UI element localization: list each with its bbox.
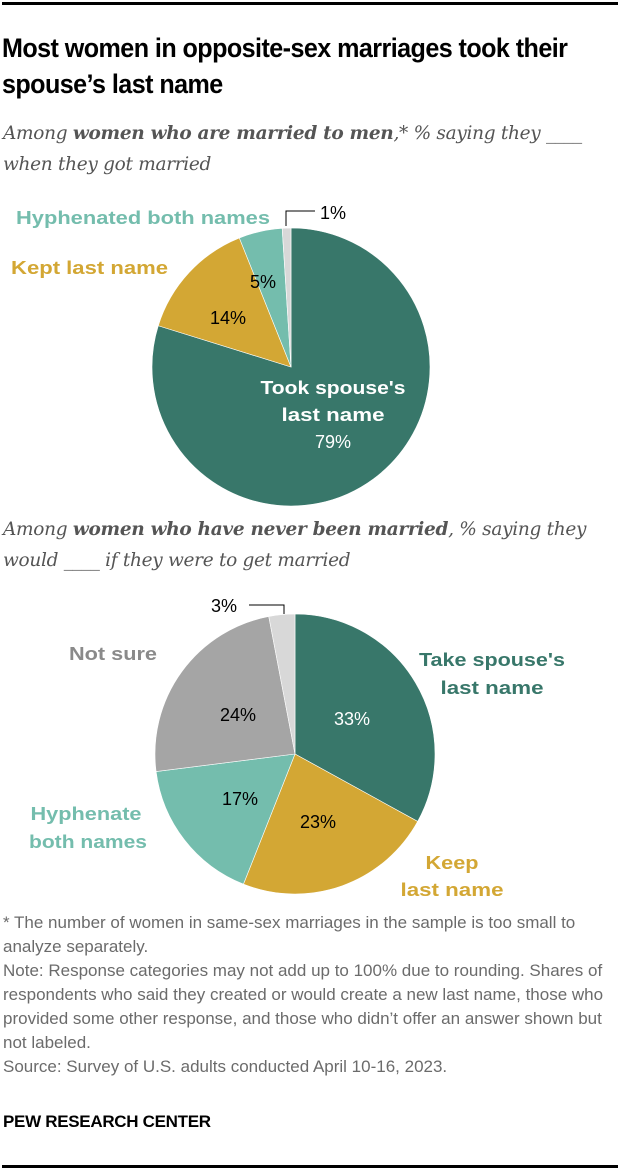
label-other-value: 3% bbox=[211, 596, 237, 616]
value-hyphenated: 5% bbox=[250, 272, 276, 292]
footnote: * The number of women in same-sex marria… bbox=[3, 913, 576, 956]
label-take-line1: Take spouse's bbox=[419, 649, 565, 670]
label-hyphenated: Hyphenated both names bbox=[16, 207, 270, 228]
slice-not-sure bbox=[154, 616, 296, 772]
label-keep-line1: Keep bbox=[426, 852, 479, 873]
slice-keep-last-name bbox=[243, 753, 419, 895]
slice-take-spouse-name bbox=[294, 613, 436, 822]
subtitle-married: Among women who are married to men,* % s… bbox=[3, 123, 582, 175]
label-other-value: 1% bbox=[320, 203, 346, 223]
label-not-sure: Not sure bbox=[69, 643, 157, 664]
value-kept: 14% bbox=[210, 308, 246, 328]
label-hyphenate-line1: Hyphenate bbox=[31, 803, 142, 824]
label-hyphenate-line2: both names bbox=[29, 831, 147, 852]
subtitle-never-married: Among women who have never been married,… bbox=[3, 519, 587, 571]
value-took: 79% bbox=[315, 432, 351, 452]
label-take-line2: last name bbox=[441, 677, 544, 698]
value-keep: 23% bbox=[300, 812, 336, 832]
chart-title: Most women in opposite-sex marriages too… bbox=[2, 33, 568, 99]
pie-never-married: 3% Not sure Take spouse's last name 33% … bbox=[29, 596, 565, 900]
label-keep-line2: last name bbox=[401, 879, 504, 900]
label-took-line2: last name bbox=[282, 404, 385, 425]
chart-notes: * The number of women in same-sex marria… bbox=[3, 911, 615, 1079]
brand-logo: PEW RESEARCH CENTER bbox=[3, 1112, 211, 1131]
value-hyphenate: 17% bbox=[222, 789, 258, 809]
value-not-sure: 24% bbox=[220, 705, 256, 725]
slice-kept-last-name bbox=[157, 237, 292, 368]
leader-line-3pct bbox=[249, 604, 285, 614]
leader-line-1pct bbox=[285, 210, 315, 226]
value-take: 33% bbox=[334, 709, 370, 729]
slice-hyphenate bbox=[155, 753, 296, 885]
note: Note: Response categories may not add up… bbox=[3, 961, 604, 1052]
source: Source: Survey of U.S. adults conducted … bbox=[3, 1057, 448, 1076]
bottom-rule bbox=[2, 1165, 618, 1168]
label-took-line1: Took spouse's bbox=[261, 377, 406, 398]
slice-other bbox=[268, 613, 296, 755]
pie-married: 1% Hyphenated both names Kept last name … bbox=[11, 203, 431, 507]
top-rule bbox=[2, 2, 618, 5]
label-kept: Kept last name bbox=[11, 257, 168, 278]
slice-other bbox=[281, 227, 292, 368]
